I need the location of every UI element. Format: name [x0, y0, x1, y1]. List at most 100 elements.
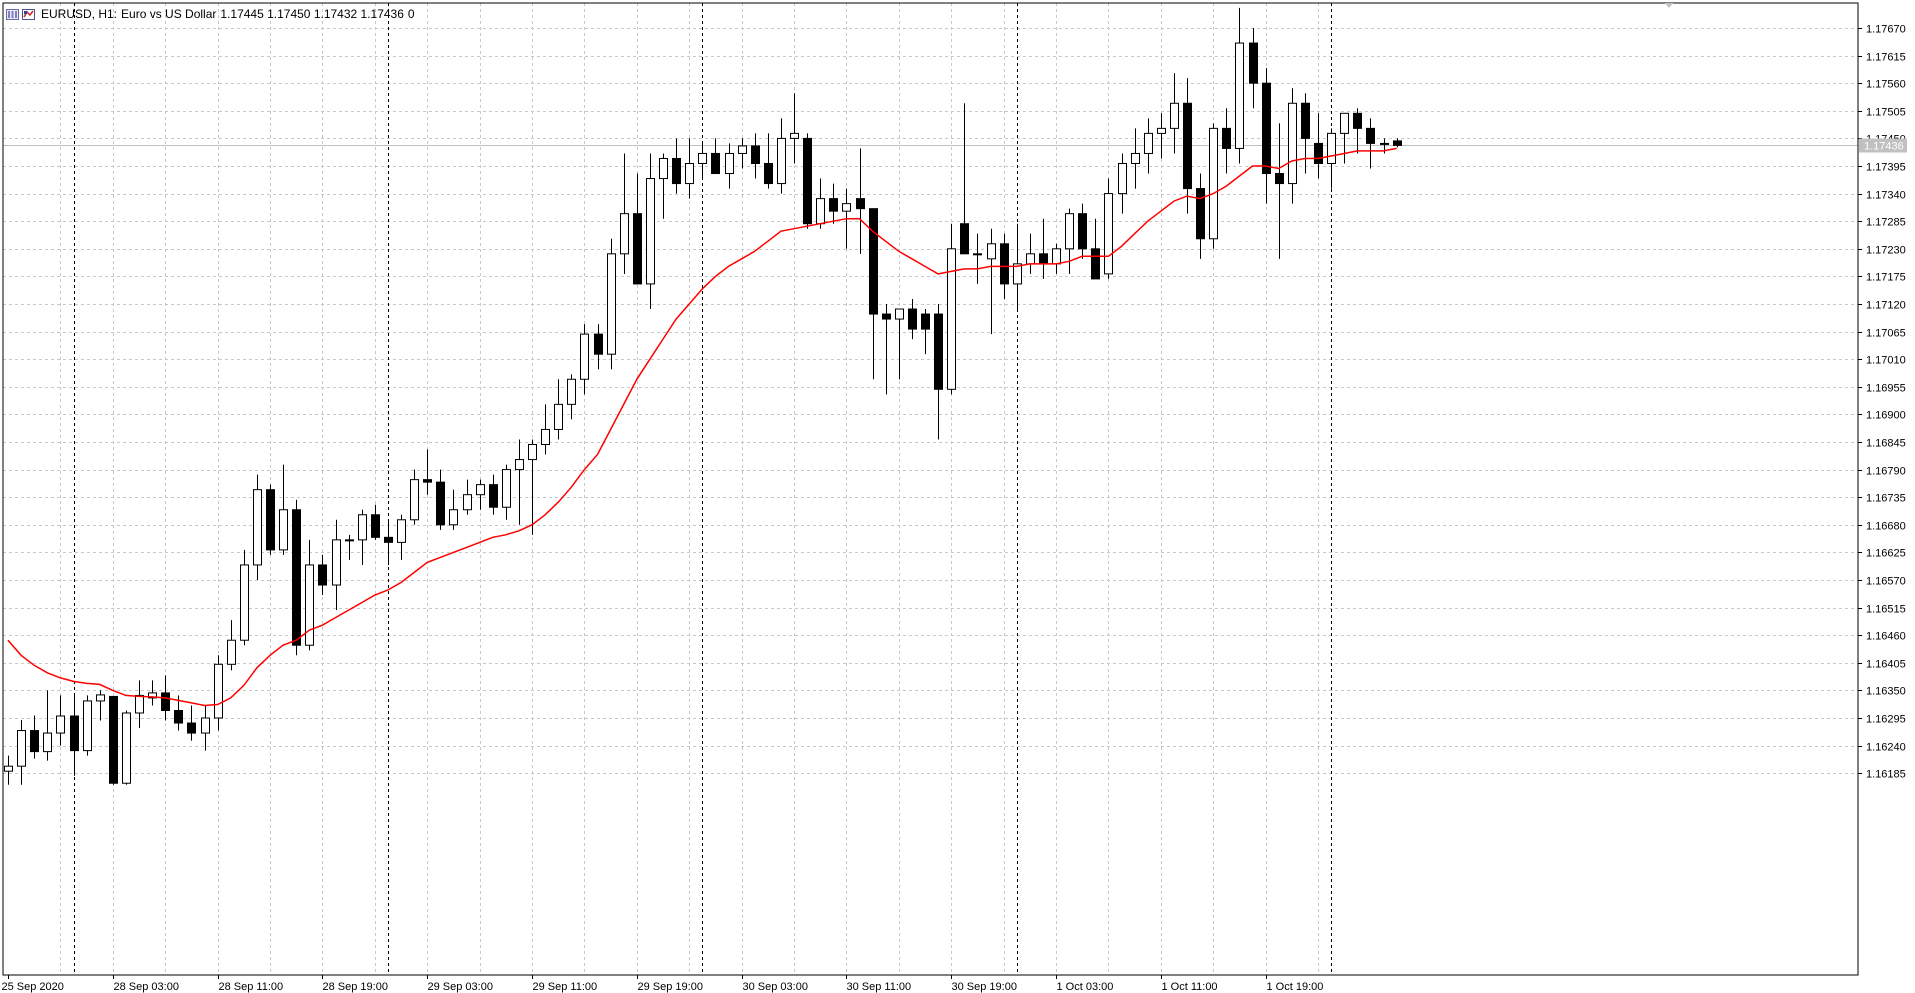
- candle-body: [1275, 173, 1284, 185]
- candle: [1104, 178, 1113, 279]
- chart-shift-marker-icon[interactable]: [1665, 3, 1673, 8]
- candle: [384, 519, 393, 565]
- candle: [934, 304, 943, 440]
- candle-body: [1301, 102, 1310, 139]
- candle-body: [1026, 253, 1035, 265]
- candle-body: [541, 428, 550, 446]
- y-tick-label: 1.16515: [1866, 604, 1906, 616]
- candle: [449, 489, 458, 530]
- candle-body: [1314, 142, 1323, 164]
- candle: [829, 183, 838, 224]
- y-tick-label: 1.16570: [1866, 576, 1906, 588]
- candle: [1183, 78, 1192, 214]
- candle: [869, 208, 878, 380]
- candle-body: [292, 509, 301, 646]
- y-tick-label: 1.16185: [1866, 769, 1906, 781]
- y-tick-label: 1.16240: [1866, 742, 1906, 754]
- candle: [764, 133, 773, 189]
- candle-body: [633, 213, 642, 285]
- price-tag-label: 1.17436: [1864, 141, 1904, 153]
- candle-body: [869, 208, 878, 315]
- candle-body: [1366, 127, 1375, 144]
- y-tick-label: 1.17230: [1866, 245, 1906, 257]
- candle: [738, 138, 747, 169]
- candle: [109, 695, 118, 785]
- candle-body: [371, 514, 380, 538]
- candle: [659, 153, 668, 219]
- candle: [1131, 128, 1140, 189]
- candles: [4, 7, 1402, 785]
- candle: [751, 133, 760, 179]
- candle: [1222, 108, 1231, 174]
- candle-body: [1091, 248, 1100, 280]
- candle-body: [1353, 112, 1362, 129]
- candle-body: [1380, 142, 1389, 145]
- candle: [594, 324, 603, 370]
- candle: [685, 138, 694, 199]
- candle-body: [646, 178, 655, 285]
- candle: [4, 755, 13, 785]
- symbol-label: EURUSD, H1:: [41, 7, 118, 21]
- y-tick-label: 1.16900: [1866, 410, 1906, 422]
- x-tick-label: 28 Sep 19:00: [323, 981, 388, 993]
- x-tick-label: 28 Sep 11:00: [219, 981, 284, 993]
- y-tick-label: 1.16405: [1866, 659, 1906, 671]
- candle: [1393, 138, 1402, 148]
- candle: [856, 148, 865, 254]
- y-tick-label: 1.16735: [1866, 493, 1906, 505]
- candle-body: [685, 162, 694, 185]
- symbol-icon: [22, 8, 35, 20]
- candle: [318, 554, 327, 596]
- candle: [30, 715, 39, 759]
- candle: [214, 655, 223, 731]
- candle-body: [318, 564, 327, 586]
- candle-body: [410, 479, 419, 521]
- candle-body: [1052, 248, 1061, 265]
- candle-body: [1144, 132, 1153, 154]
- candle: [895, 308, 904, 380]
- candle-body: [240, 564, 249, 641]
- candle-body: [803, 137, 812, 225]
- candle-body: [1340, 112, 1349, 134]
- candle: [70, 695, 79, 776]
- candle: [345, 534, 354, 560]
- candle-body: [777, 137, 786, 185]
- candle-body: [463, 494, 472, 511]
- candle-body: [580, 333, 589, 380]
- candle: [1065, 208, 1074, 274]
- x-tick-label: 29 Sep 03:00: [428, 981, 493, 993]
- candle-body: [816, 198, 825, 225]
- candle-body: [449, 509, 458, 526]
- candle-body: [1170, 102, 1179, 129]
- candle: [921, 309, 930, 355]
- candle-body: [1000, 243, 1009, 285]
- candle-body: [947, 248, 956, 390]
- candle-body: [70, 715, 79, 752]
- candle-body: [554, 403, 563, 430]
- candle-body: [764, 162, 773, 185]
- candle: [423, 449, 432, 495]
- candle: [1301, 93, 1310, 174]
- x-tick-label: 30 Sep 19:00: [952, 981, 1017, 993]
- candle: [358, 509, 367, 565]
- candle: [987, 228, 996, 335]
- y-tick-label: 1.17395: [1866, 162, 1906, 174]
- candle: [711, 138, 720, 175]
- candle: [135, 680, 144, 729]
- candle: [1353, 108, 1362, 154]
- candle: [777, 118, 786, 194]
- candle-body: [934, 313, 943, 390]
- current-price-tag: 1.17436: [1859, 138, 1907, 153]
- y-tick-label: 1.17010: [1866, 355, 1906, 367]
- candle-body: [1393, 140, 1402, 146]
- candle-body: [17, 730, 26, 767]
- candle-body: [515, 459, 524, 471]
- candle-body: [4, 765, 13, 772]
- candle: [489, 474, 498, 515]
- candle: [515, 439, 524, 525]
- candle: [502, 464, 511, 520]
- symbol-description: Euro vs US Dollar: [121, 7, 217, 21]
- candle-body: [790, 132, 799, 139]
